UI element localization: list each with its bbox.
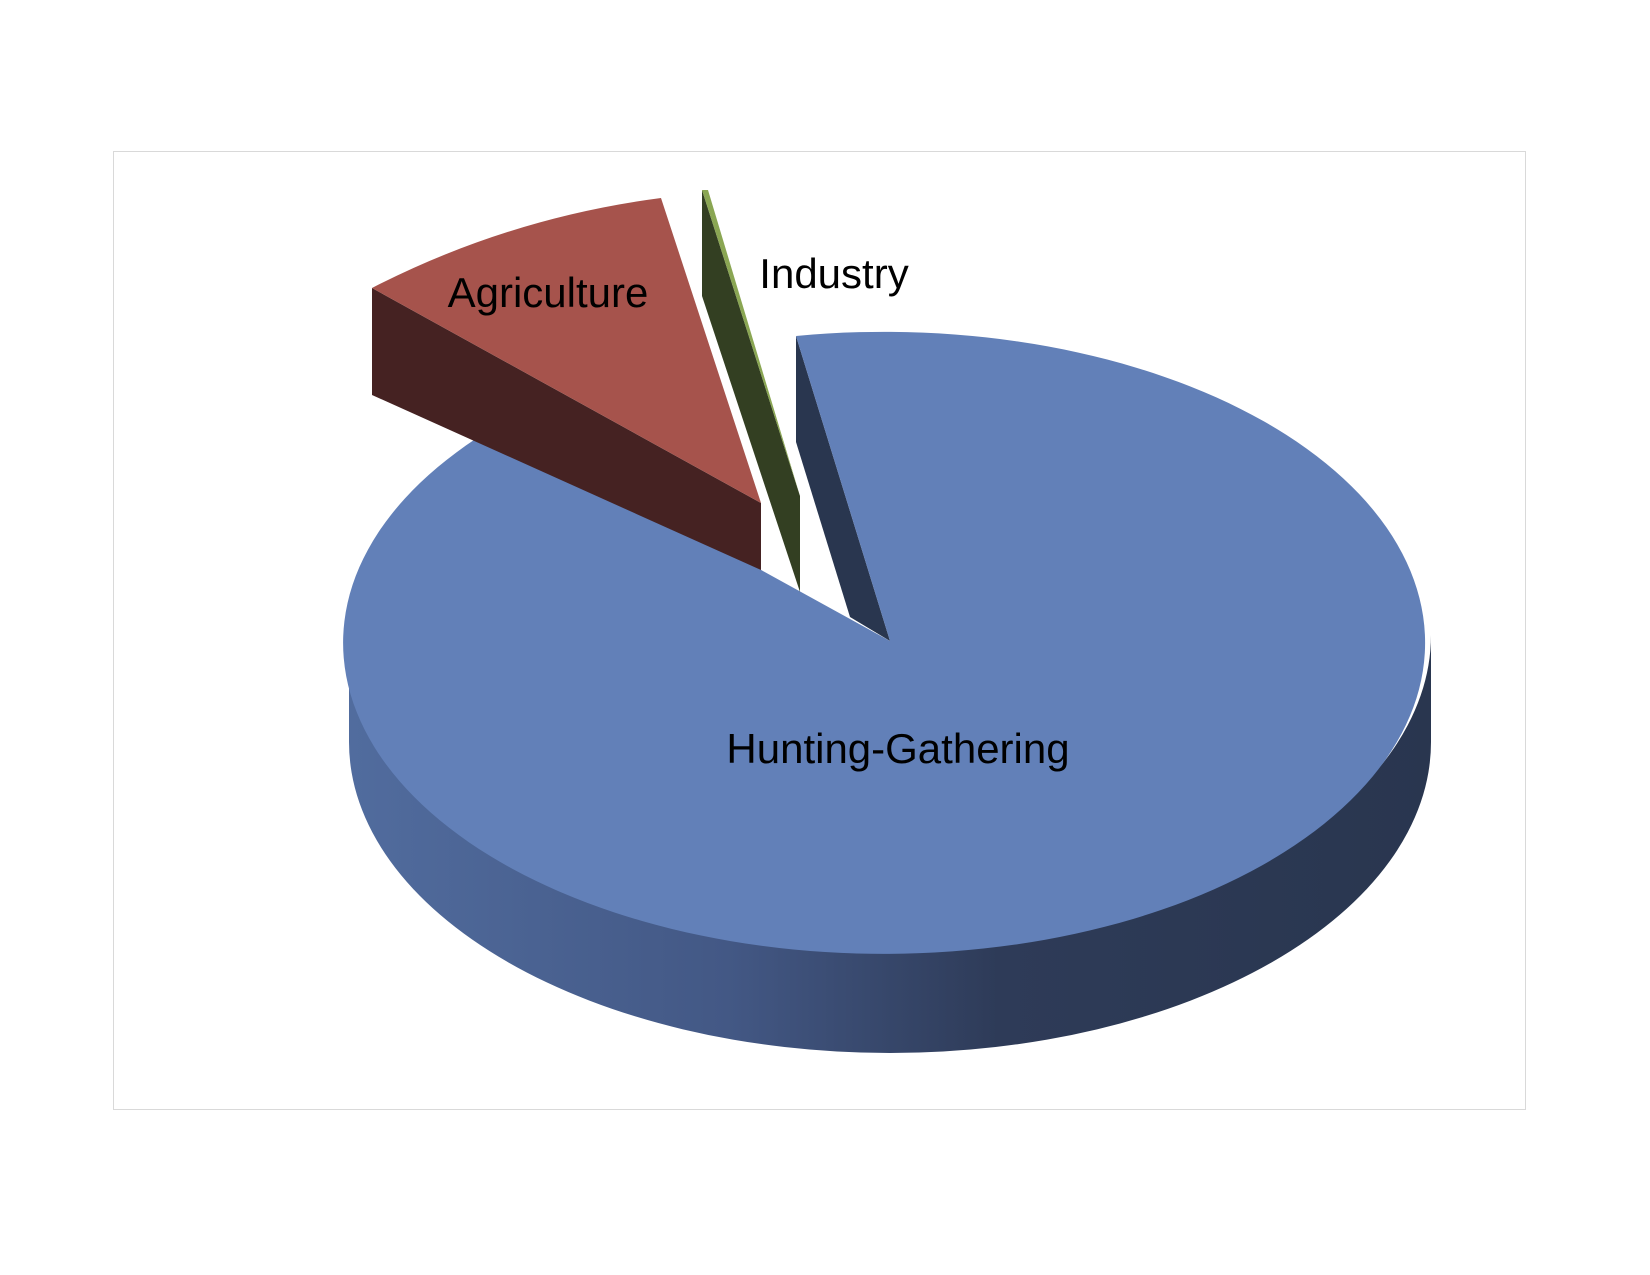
slice-agriculture: Agriculture [372, 198, 761, 570]
slice-agriculture-top [372, 198, 761, 503]
slice-label-hunting-gathering: Hunting-Gathering [726, 725, 1069, 772]
slice-industry-top [702, 190, 800, 496]
slice-hunting-gathering-side [349, 635, 1431, 1053]
slice-industry: Industry [702, 190, 909, 592]
slice-hunting-gathering: Hunting-Gathering [343, 331, 1431, 1053]
slice-label-industry: Industry [759, 250, 908, 297]
slice-label-agriculture: Agriculture [448, 269, 649, 316]
slice-hunting-gathering-top [343, 331, 1426, 954]
slice-industry-cut-face [702, 190, 800, 592]
slice-agriculture-cut-face [372, 288, 761, 570]
